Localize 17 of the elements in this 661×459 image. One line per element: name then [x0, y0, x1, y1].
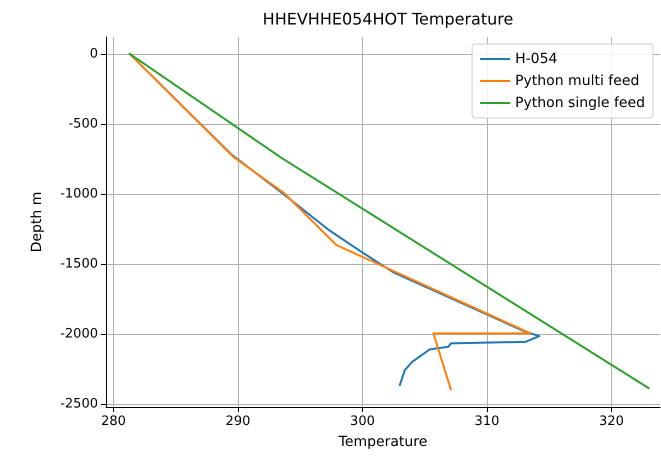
y-tick-label: 0 — [90, 46, 98, 62]
x-tick-label: 320 — [599, 414, 624, 429]
y-tick-label: -2000 — [60, 326, 98, 342]
y-axis-title: Depth m — [29, 192, 45, 252]
y-tick-label: -1000 — [60, 186, 98, 202]
x-tick-label: 290 — [226, 414, 250, 429]
legend-label: Python single feed — [515, 95, 646, 111]
y-tick-label: -1500 — [60, 256, 98, 272]
x-axis-title: Temperature — [338, 434, 428, 450]
legend-label: H-054 — [515, 51, 558, 67]
x-tick-label: 300 — [350, 414, 375, 429]
y-tick-label: -500 — [68, 116, 98, 132]
x-tick-label: 310 — [474, 414, 500, 429]
chart-title: HHEVHHE054HOT Temperature — [262, 10, 514, 28]
y-tick-label: -2500 — [60, 396, 98, 412]
legend-label: Python multi feed — [515, 73, 640, 89]
x-tick-label: 280 — [101, 414, 126, 429]
